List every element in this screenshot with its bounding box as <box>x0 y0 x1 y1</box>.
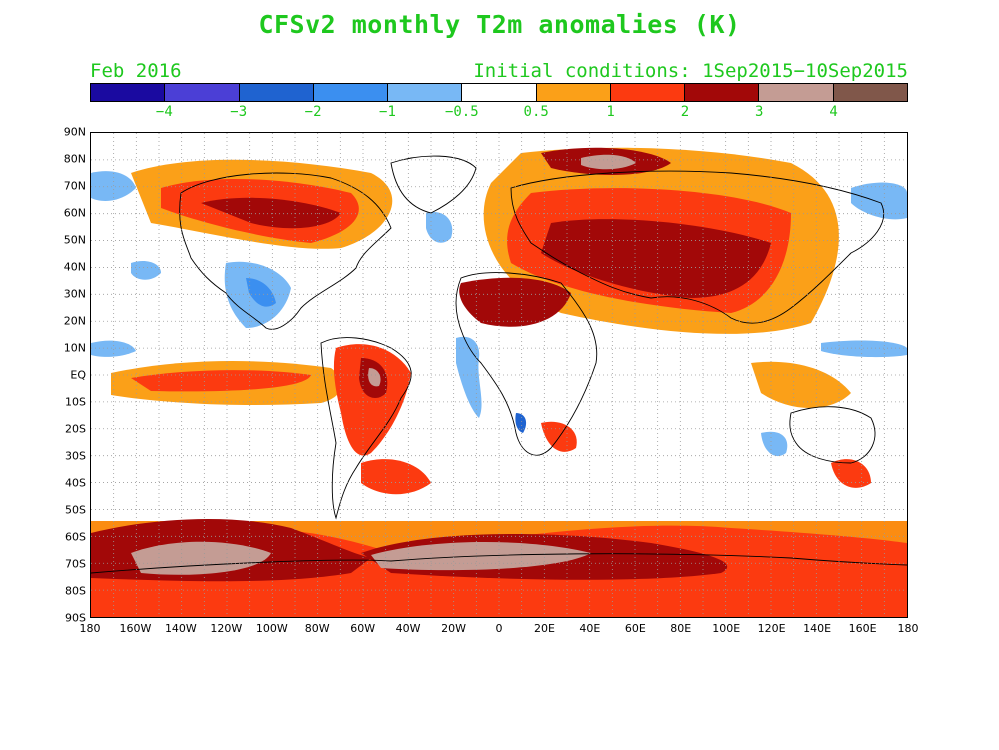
latitude-tick-label: 30N <box>63 287 86 301</box>
anomaly-fields <box>91 147 907 617</box>
longitude-tick-label: 180 <box>79 622 101 635</box>
colorbar-label: −3 <box>230 104 248 120</box>
longitude-tick-label: 100E <box>712 622 741 635</box>
latitude-tick-labels: 90N 80N 70N 60N 50N 40N 30N 20N 10N EQ 10S 20S 30S 40… <box>50 126 86 625</box>
longitude-tick-labels: 180 160W 140W 120W 100W 80W 60W 40W 20W 0 20E 40E 60… <box>80 622 919 636</box>
colorbar <box>90 83 908 102</box>
longitude-tick-label: 20W <box>441 622 466 635</box>
latitude-tick-label: 80S <box>65 584 86 598</box>
initial-conditions-label: Initial conditions: 1Sep2015−10Sep2015 <box>473 60 908 82</box>
latitude-tick-label: 70S <box>65 557 86 571</box>
colorbar-swatch <box>313 84 389 101</box>
latitude-tick-label: 80N <box>63 152 86 166</box>
colorbar-swatch <box>759 84 834 101</box>
colorbar-label: 3 <box>755 104 764 120</box>
colorbar-swatch <box>462 84 537 101</box>
gridlines <box>91 133 907 617</box>
colorbar-label: −2 <box>304 104 322 120</box>
longitude-tick-label: 20E <box>533 622 555 635</box>
colorbar-swatch <box>388 84 463 101</box>
longitude-tick-label: 80W <box>304 622 330 635</box>
longitude-tick-label: 180 <box>897 622 919 635</box>
latitude-tick-label: 60S <box>65 530 86 544</box>
colorbar-label: 2 <box>680 104 690 120</box>
latitude-tick-label: 20N <box>63 314 86 328</box>
longitude-tick-label: 160W <box>119 622 152 635</box>
valid-month-label: Feb 2016 <box>90 60 182 82</box>
latitude-tick-label: EQ <box>70 368 86 382</box>
colorbar-swatch <box>239 84 314 101</box>
latitude-tick-label: 40N <box>63 260 86 274</box>
colorbar-label: −1 <box>379 104 396 120</box>
longitude-tick-label: 0 <box>495 622 503 635</box>
longitude-tick-label: 140W <box>164 622 197 635</box>
latitude-tick-label: 50N <box>63 233 86 247</box>
longitude-tick-label: 120W <box>210 622 243 635</box>
longitude-tick-label: 100W <box>255 622 288 635</box>
longitude-tick-label: 40E <box>579 622 601 635</box>
colorbar-label: 0.5 <box>523 104 549 120</box>
latitude-tick-label: 20S <box>65 422 86 436</box>
longitude-tick-label: 60E <box>624 622 646 635</box>
latitude-tick-label: 50S <box>65 503 86 517</box>
longitude-tick-label: 40W <box>395 622 421 635</box>
longitude-tick-label: 80E <box>670 622 692 635</box>
latitude-tick-label: 40S <box>65 476 86 490</box>
colorbar-swatch <box>536 84 611 101</box>
longitude-tick-label: 140E <box>803 622 832 635</box>
colorbar-swatch <box>833 84 907 101</box>
colorbar-swatch <box>610 84 686 101</box>
colorbar-swatch <box>91 84 166 101</box>
colorbar-label: 1 <box>606 104 615 120</box>
map-canvas <box>91 133 907 617</box>
longitude-tick-label: 160E <box>848 622 877 635</box>
colorbar-label: 4 <box>829 104 838 120</box>
colorbar-swatch <box>685 84 760 101</box>
anomaly-map <box>90 132 908 618</box>
longitude-tick-label: 120E <box>757 622 786 635</box>
latitude-tick-label: 90S <box>65 611 86 625</box>
latitude-tick-label: 60N <box>63 206 86 220</box>
colorbar-labels: −4 −3 −2 −1 −0.5 0.5 1 2 3 4 <box>90 104 908 120</box>
latitude-tick-label: 30S <box>65 449 86 463</box>
colorbar-swatch <box>165 84 240 101</box>
colorbar-label: −4 <box>155 104 173 120</box>
latitude-tick-label: 70N <box>63 179 86 193</box>
map-title: CFSv2 monthly T2m anomalies (K) <box>258 10 741 39</box>
colorbar-label: −0.5 <box>444 104 479 120</box>
latitude-tick-label: 10N <box>63 341 86 355</box>
latitude-tick-label: 90N <box>63 125 86 139</box>
latitude-tick-label: 10S <box>65 395 86 409</box>
longitude-tick-label: 60W <box>350 622 376 635</box>
